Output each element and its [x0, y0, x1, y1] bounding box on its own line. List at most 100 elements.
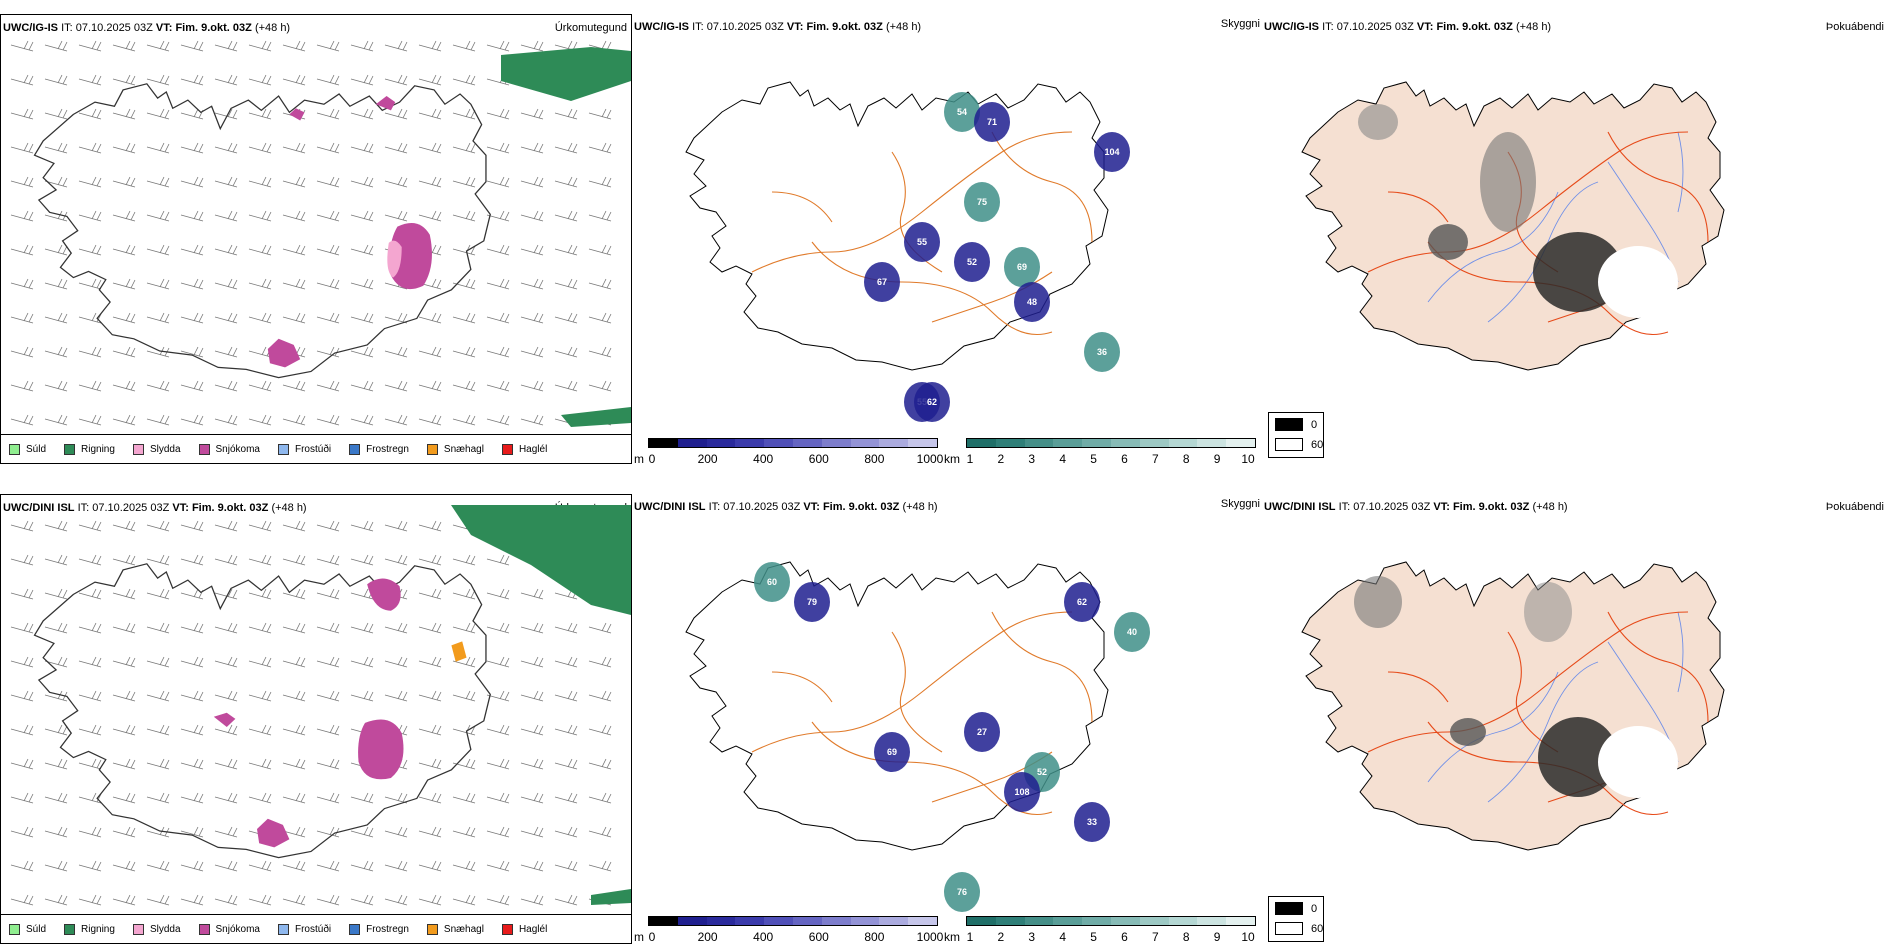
wind-barb	[486, 380, 510, 392]
fog-key-entry: 0	[1275, 902, 1317, 915]
wind-barb	[316, 108, 340, 120]
colorbar-swatch	[1053, 917, 1083, 925]
legend-label: Frostúði	[294, 443, 332, 455]
wind-barb	[112, 724, 136, 736]
wind-barb	[316, 826, 340, 838]
wind-barb	[78, 210, 102, 222]
wind-barb	[214, 520, 238, 532]
wind-barb	[554, 210, 578, 222]
wind-barb	[112, 690, 136, 702]
colorbar-swatch	[1139, 439, 1169, 447]
colorbar-swatch	[1197, 917, 1227, 925]
visibility-colorbar: km 1 2 3 4 5 6 7 8 9 10	[944, 438, 1262, 464]
colorbar-swatch	[908, 439, 937, 447]
wind-barb	[112, 40, 136, 52]
low-cloud-area	[1094, 132, 1130, 172]
wind-barb	[282, 792, 306, 804]
fog-panel-row1: UWC/IG-IS IT: 07.10.2025 03Z VT: Fim. 9.…	[1262, 14, 1900, 464]
colorbar-scale	[966, 916, 1256, 926]
wind-barb	[180, 554, 204, 566]
wind-barb	[384, 792, 408, 804]
wind-barb	[10, 894, 34, 906]
wind-barb	[248, 894, 272, 906]
wind-barb	[452, 656, 476, 668]
wind-barb	[588, 380, 612, 392]
colorbar-swatch	[649, 439, 678, 447]
panel-title-fog: Þokuábendi	[1825, 21, 1884, 33]
legend-label: Súld	[26, 443, 47, 455]
wind-barb	[316, 312, 340, 324]
wind-barb	[418, 414, 442, 426]
wind-barb	[418, 40, 442, 52]
legend-item: Snjókoma	[198, 923, 260, 935]
wind-barb	[180, 758, 204, 770]
wind-barb	[554, 860, 578, 872]
wind-barb	[350, 108, 374, 120]
wind-barb	[112, 346, 136, 358]
wind-barb	[282, 860, 306, 872]
wind-barb	[248, 588, 272, 600]
cloud-base-label: 104	[1104, 147, 1119, 157]
wind-barb	[452, 244, 476, 256]
cloud-base-label: 62	[927, 397, 937, 407]
wind-barb	[350, 380, 374, 392]
wind-barb	[316, 74, 340, 86]
wind-barb	[554, 312, 578, 324]
wind-barb	[214, 860, 238, 872]
colorbar-swatch	[706, 439, 736, 447]
wind-barb	[282, 380, 306, 392]
legend-label: Snæhagl	[443, 923, 484, 935]
wind-barb	[282, 656, 306, 668]
wind-barb	[452, 74, 476, 86]
wind-barb	[44, 554, 68, 566]
wind-barb	[282, 554, 306, 566]
cloud-base-label: 52	[967, 257, 977, 267]
wind-barb	[10, 278, 34, 290]
colorbar-unit: m	[634, 930, 644, 944]
colorbar-swatch	[649, 917, 678, 925]
wind-barb	[146, 860, 170, 872]
wind-barb	[588, 826, 612, 838]
wind-barb	[316, 244, 340, 256]
legend-swatch	[277, 923, 289, 935]
low-cloud-area	[1004, 772, 1040, 812]
wind-barb	[214, 210, 238, 222]
wind-barb	[316, 724, 340, 736]
wind-barb	[520, 176, 544, 188]
wind-barb	[78, 758, 102, 770]
wind-barb	[418, 826, 442, 838]
wind-barb	[248, 210, 272, 222]
wind-barb	[452, 346, 476, 358]
colorbar-swatch	[1168, 917, 1198, 925]
it-label: IT:	[1338, 501, 1351, 513]
wind-barb	[520, 414, 544, 426]
fog-key-swatch	[1275, 902, 1303, 915]
wind-barb	[78, 826, 102, 838]
legend-item: Súld	[9, 443, 47, 455]
wind-barb	[44, 826, 68, 838]
wind-barb	[452, 142, 476, 154]
init-time: 07.10.2025 03Z	[723, 501, 801, 513]
colorbar-tick: 10	[1241, 452, 1255, 464]
wind-barb	[588, 312, 612, 324]
panel-title-fog: Þokuábendi	[1825, 501, 1884, 513]
wind-barb	[146, 792, 170, 804]
visibility-colorbar: km 1 2 3 4 5 6 7 8 9 10	[944, 916, 1262, 944]
legend-label: Frostregn	[366, 923, 409, 935]
wind-barb	[78, 74, 102, 86]
wind-barb	[554, 758, 578, 770]
panel-header: UWC/IG-IS IT: 07.10.2025 03Z VT: Fim. 9.…	[3, 22, 290, 34]
it-label: IT:	[708, 501, 721, 513]
colorbar-swatch	[706, 917, 736, 925]
wind-barb	[418, 142, 442, 154]
snow-area	[389, 222, 432, 290]
wind-barb	[112, 894, 136, 906]
wind-barb	[486, 894, 510, 906]
wind-barbs	[10, 40, 612, 426]
init-time: 07.10.2025 03Z	[75, 22, 153, 34]
wind-barb	[214, 108, 238, 120]
colorbar-swatch	[1226, 439, 1255, 447]
legend-label: Snæhagl	[443, 443, 484, 455]
wind-barb	[316, 656, 340, 668]
wind-barb	[44, 588, 68, 600]
